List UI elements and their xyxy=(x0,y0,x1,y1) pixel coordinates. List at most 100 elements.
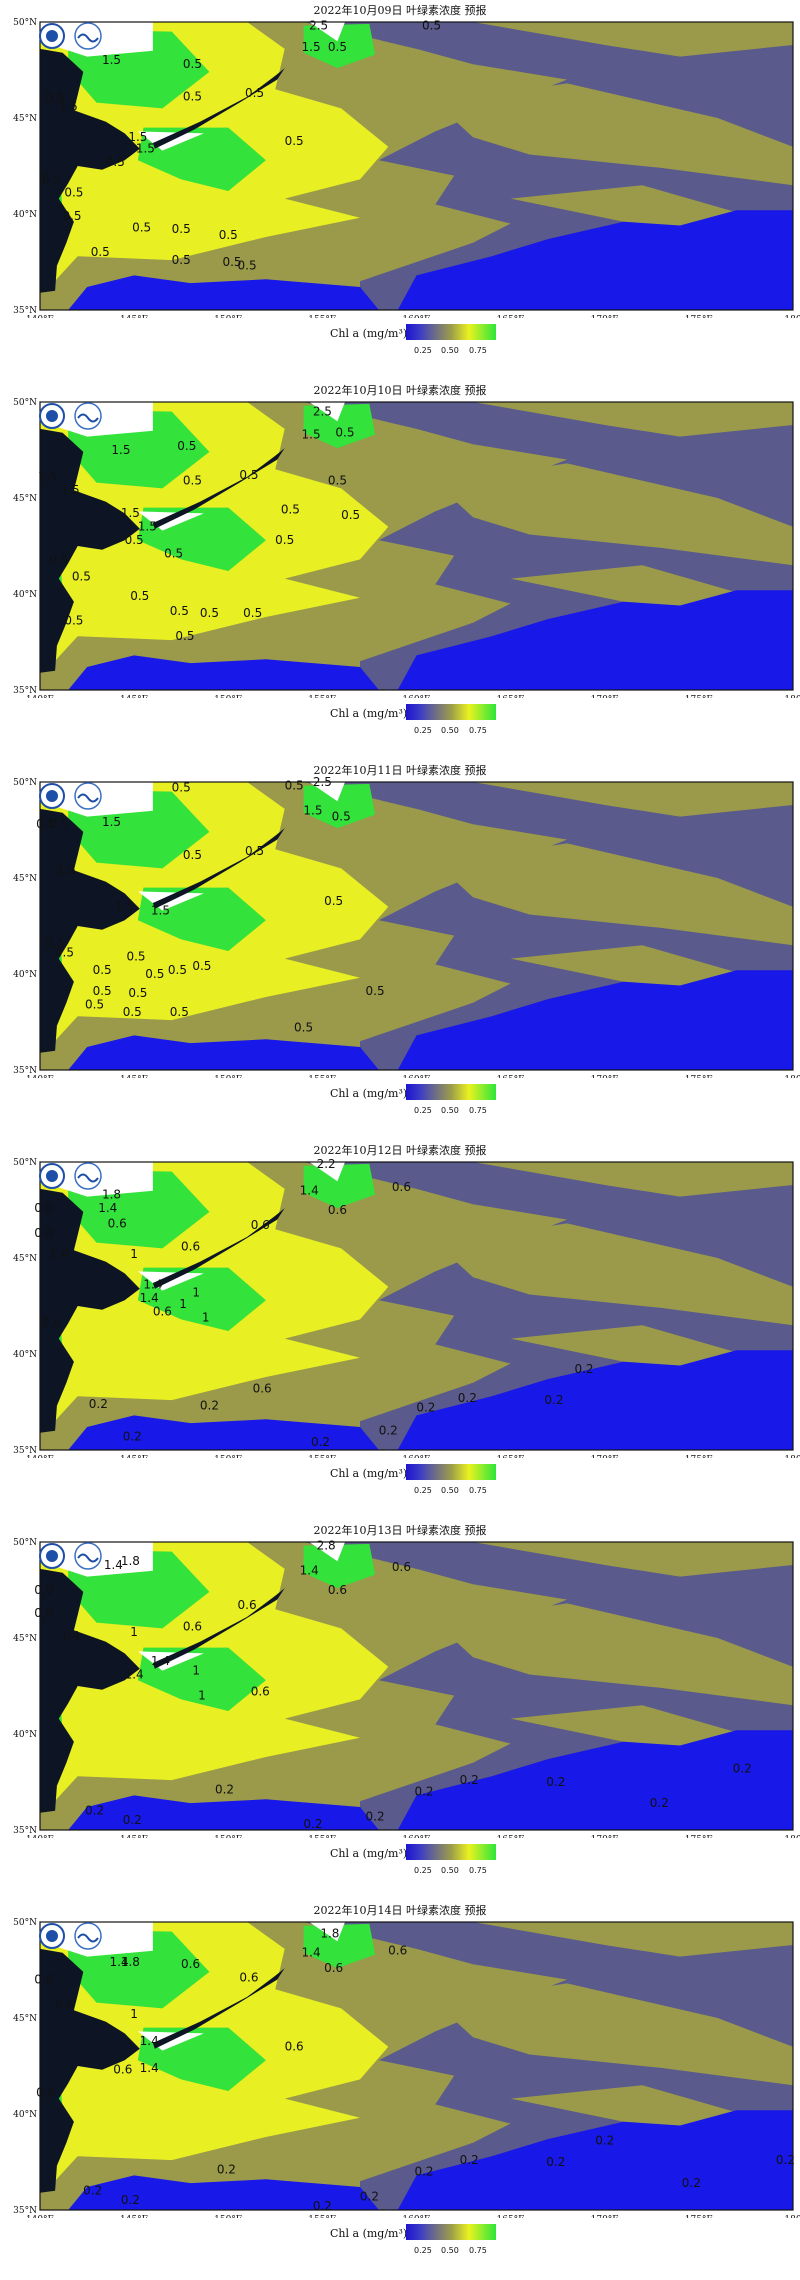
contour-label: 0.2 xyxy=(121,2193,140,2207)
lon-tick-label: 145°E xyxy=(120,695,148,698)
mid-tongue xyxy=(435,1603,793,1706)
colorbar-tick: 0.25 xyxy=(414,346,432,355)
contour-label: 0.5 xyxy=(177,439,196,453)
forecast-panel-1: 2022年10月09日 叶绿素浓度 预报 50°N 45°N 40°N 35°N140°… xyxy=(0,0,800,380)
max-region xyxy=(303,403,376,449)
contour-label: 0.5 xyxy=(172,253,191,267)
forecast-panel-3: 2022年10月11日 叶绿素浓度 预报 50°N 45°N 40°N 35°N140°… xyxy=(0,760,800,1140)
contour-label: 1.5 xyxy=(38,470,57,484)
coast-mask xyxy=(309,782,345,802)
contour-label: 0.6 xyxy=(238,1598,257,1612)
lon-tick-label: 145°E xyxy=(120,315,148,318)
contour-label: 0.2 xyxy=(360,2189,379,2203)
forecast-panel-5: 2022年10月13日 叶绿素浓度 预报 50°N 45°N 40°N 35°N140°… xyxy=(0,1520,800,1900)
colorbar-tick: 0.75 xyxy=(469,1106,487,1115)
contour-label: 1.5 xyxy=(138,520,157,534)
contour-label: 0.2 xyxy=(89,1397,108,1411)
colorbar-gradient xyxy=(406,324,496,340)
contour-label: 1.8 xyxy=(121,1554,140,1568)
coast-mask xyxy=(309,1542,345,1562)
coast-mask xyxy=(137,891,204,911)
map-frame xyxy=(39,1541,794,1831)
contour-label: 0.2 xyxy=(460,1773,479,1787)
colorbar: Chl a (mg/m³) 0.25 0.50 0.75 xyxy=(330,1082,530,1122)
contour-label: 1.4 xyxy=(140,1291,159,1305)
contour-label: 1.5 xyxy=(302,427,321,441)
chlorophyll-map: 50°N 45°N 40°N 35°N140°E 145°E 150°E 155°E 160°… xyxy=(13,1538,800,1838)
lon-tick-label: 160°E xyxy=(402,1455,430,1458)
lat-tick-label: 40°N xyxy=(13,2110,37,2120)
contour-label: 1.5 xyxy=(57,863,76,877)
contour-label: 0.5 xyxy=(42,172,61,186)
chlorophyll-map: 50°N 45°N 40°N 35°N140°E 145°E 150°E 155°E 160°… xyxy=(13,18,800,318)
contour-label: 1.5 xyxy=(303,804,322,818)
colorbar-tick: 0.50 xyxy=(441,1486,459,1495)
lat-tick-label: 45°N xyxy=(13,114,37,124)
contour-label: 0.6 xyxy=(388,1944,407,1958)
contour-label: 0.5 xyxy=(126,950,145,964)
colorbar-label: Chl a (mg/m³) xyxy=(330,707,408,720)
lon-tick-label: 165°E xyxy=(497,695,525,698)
contour-label: 0.5 xyxy=(85,998,104,1012)
max-region xyxy=(303,1923,376,1969)
lon-tick-label: 160°E xyxy=(402,695,430,698)
lon-tick-label: 155°E xyxy=(308,2215,336,2218)
coast-mask xyxy=(137,1651,204,1671)
contour-label: 0.2 xyxy=(776,2153,795,2167)
contour-label: 0.5 xyxy=(72,570,91,584)
lon-tick-label: 165°E xyxy=(497,1075,525,1078)
contour-label: 1.4 xyxy=(300,1184,319,1198)
contour-label: 1.5 xyxy=(102,53,121,67)
contour-label: 0.5 xyxy=(335,426,354,440)
contour-label: 0.5 xyxy=(200,606,219,620)
contour-label: 0.5 xyxy=(328,474,347,488)
panel-title: 2022年10月13日 叶绿素浓度 预报 xyxy=(313,1524,487,1537)
colorbar: Chl a (mg/m³) 0.25 0.50 0.75 xyxy=(330,322,530,362)
contour-label: 0.2 xyxy=(379,1424,398,1438)
ocean-agency-logo xyxy=(39,783,65,809)
contour-label: 1.8 xyxy=(121,1955,140,1969)
lat-tick-label: 50°N xyxy=(13,18,37,28)
land-mass xyxy=(40,1188,140,1433)
forecast-center-logo xyxy=(74,402,102,430)
mid-tongue xyxy=(473,1922,793,1957)
contour-label: 0.5 xyxy=(164,547,183,561)
colorbar-tick: 0.75 xyxy=(469,726,487,735)
land-mass xyxy=(40,48,140,293)
contour-label: 1.4 xyxy=(49,1247,68,1261)
lon-tick-label: 180 xyxy=(784,2215,800,2218)
contour-label: 0.5 xyxy=(422,19,441,33)
low-region xyxy=(397,210,793,310)
forecast-panel-6: 2022年10月14日 叶绿素浓度 预报 50°N 45°N 40°N 35°N140°… xyxy=(0,1900,800,2280)
colorbar-label: Chl a (mg/m³) xyxy=(330,327,408,340)
contour-label: 0.5 xyxy=(170,1005,189,1019)
colorbar-tick: 0.75 xyxy=(469,346,487,355)
chlorophyll-map: 50°N 45°N 40°N 35°N140°E 145°E 150°E 155°E 160°… xyxy=(13,1157,800,1458)
contour-label: 0.6 xyxy=(34,1226,53,1240)
contour-label: 1 xyxy=(179,1297,187,1311)
contour-label: 1 xyxy=(202,1310,210,1324)
map-frame xyxy=(39,21,794,311)
contour-label: 0.5 xyxy=(168,963,187,977)
lat-tick-label: 40°N xyxy=(13,590,37,600)
forecast-center-logo xyxy=(74,1922,102,1950)
coast-mask xyxy=(137,1271,204,1291)
low-region-south xyxy=(68,1415,379,1450)
contour-label: 0.5 xyxy=(341,508,360,522)
panel-title: 2022年10月14日 叶绿素浓度 预报 xyxy=(313,1904,487,1917)
lon-tick-label: 145°E xyxy=(120,2215,148,2218)
contour-label: 1.5 xyxy=(136,142,155,156)
ocean-agency-logo xyxy=(39,1923,65,1949)
contour-label: 0.2 xyxy=(595,2134,614,2148)
contour-label: 0.5 xyxy=(172,222,191,236)
colorbar-label: Chl a (mg/m³) xyxy=(330,2227,408,2240)
contour-label: 0.5 xyxy=(324,894,343,908)
contour-label: 0.2 xyxy=(733,1761,752,1775)
contour-label: 0.2 xyxy=(200,1399,219,1413)
contour-label: 0.5 xyxy=(175,629,194,643)
contour-label: 1.4 xyxy=(140,2061,159,2075)
contour-label: 0.5 xyxy=(222,255,241,269)
contour-label: 0.6 xyxy=(251,1685,270,1699)
lon-tick-label: 155°E xyxy=(308,695,336,698)
contour-label: 0.5 xyxy=(145,967,164,981)
